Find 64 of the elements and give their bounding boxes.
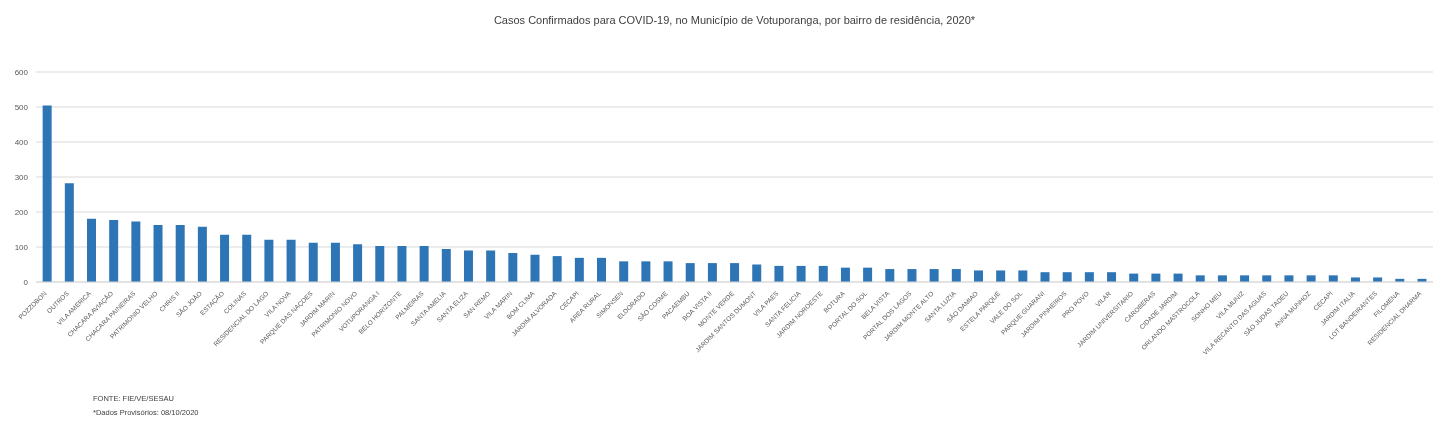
y-tick-label: 200 — [14, 207, 29, 217]
bar — [1195, 275, 1205, 282]
bar — [597, 257, 607, 282]
bar — [397, 245, 407, 282]
bar — [796, 265, 806, 282]
bar — [486, 250, 496, 282]
bar — [175, 224, 185, 282]
bar — [1262, 275, 1272, 282]
bar — [1084, 272, 1094, 282]
bar — [463, 250, 473, 282]
bar — [752, 264, 762, 282]
bar — [87, 218, 96, 282]
bar — [685, 263, 695, 282]
bar — [641, 261, 651, 282]
bar — [64, 183, 74, 282]
bar — [996, 270, 1006, 282]
bar — [153, 224, 163, 282]
bar — [508, 252, 518, 282]
bar — [929, 269, 939, 282]
bar — [375, 245, 385, 282]
y-tick-label: 0 — [23, 277, 29, 287]
bar — [1062, 272, 1072, 282]
bar — [264, 239, 274, 282]
bar — [863, 267, 873, 282]
bar — [286, 239, 296, 282]
chart-title: Casos Confirmados para COVID-19, no Município de Votuporanga, por bairro de residência, 2020* — [492, 13, 977, 28]
bar — [1107, 272, 1117, 282]
bar — [1284, 275, 1294, 282]
bar — [330, 242, 340, 282]
bar — [1306, 275, 1316, 282]
bar — [441, 249, 451, 282]
bar — [1328, 275, 1338, 282]
bar — [907, 269, 917, 282]
bar — [818, 265, 828, 282]
bar — [419, 245, 429, 282]
bar — [1240, 275, 1250, 282]
bar — [353, 244, 363, 282]
bar — [774, 265, 784, 282]
bar — [1018, 270, 1028, 282]
bar — [220, 234, 230, 282]
y-tick-label: 500 — [14, 102, 29, 112]
bar — [619, 261, 629, 282]
bar — [242, 234, 252, 282]
bar — [42, 105, 52, 282]
bar — [840, 267, 850, 282]
y-tick-label: 600 — [14, 67, 29, 77]
y-tick-label: 100 — [14, 242, 29, 252]
bar — [951, 269, 961, 282]
bar — [973, 270, 983, 282]
bar — [109, 220, 119, 282]
bar — [552, 256, 562, 282]
y-tick-label: 400 — [14, 137, 29, 147]
bar — [197, 226, 207, 282]
bar — [885, 269, 895, 282]
y-tick-label: 300 — [14, 172, 29, 182]
bar — [1217, 275, 1227, 282]
bar — [1040, 272, 1050, 282]
bar — [530, 254, 540, 282]
bar — [707, 263, 717, 282]
bar — [131, 221, 141, 282]
bar — [308, 242, 318, 282]
bar — [574, 257, 584, 282]
bar — [730, 263, 740, 282]
bar — [663, 261, 673, 282]
